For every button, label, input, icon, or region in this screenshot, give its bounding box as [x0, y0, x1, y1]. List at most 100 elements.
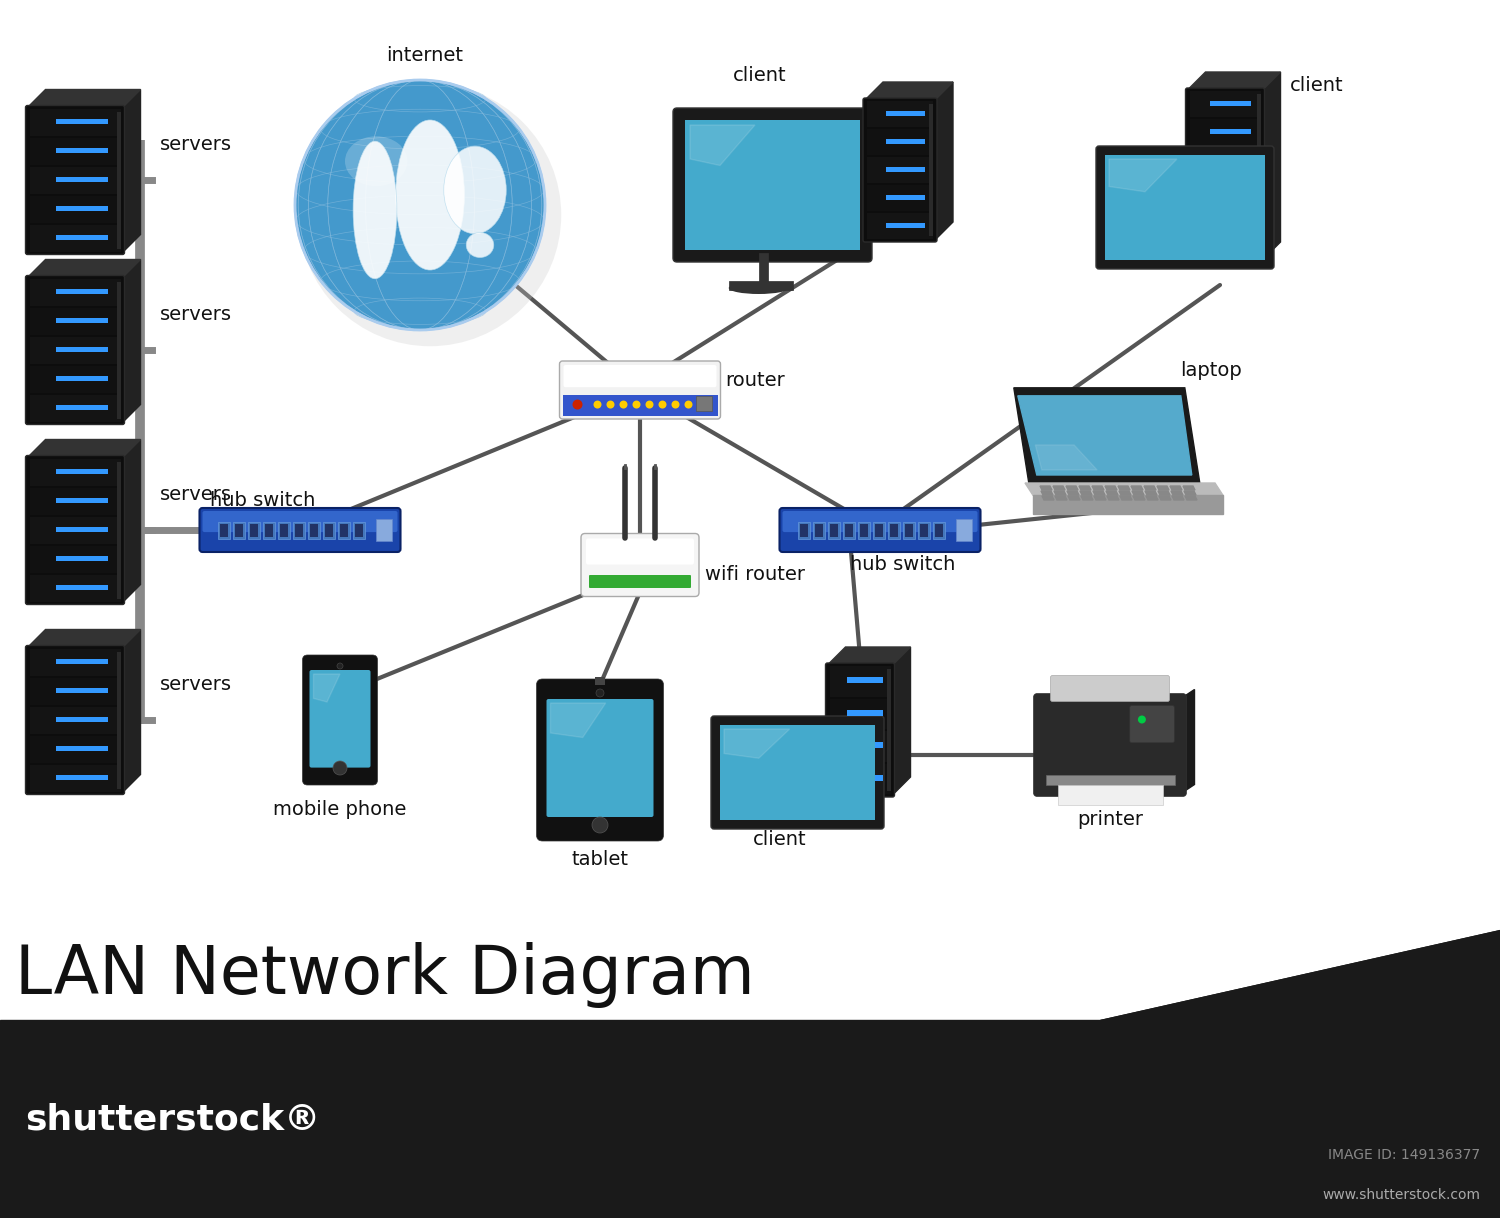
FancyBboxPatch shape: [56, 177, 108, 181]
Text: LAN Network Diagram: LAN Network Diagram: [15, 942, 754, 1009]
Polygon shape: [1092, 486, 1104, 490]
Polygon shape: [27, 440, 141, 458]
Polygon shape: [314, 674, 340, 702]
Ellipse shape: [345, 136, 408, 186]
FancyBboxPatch shape: [30, 279, 120, 306]
Circle shape: [594, 401, 602, 408]
FancyBboxPatch shape: [56, 375, 108, 381]
FancyBboxPatch shape: [830, 731, 891, 761]
Circle shape: [606, 401, 615, 408]
FancyBboxPatch shape: [26, 456, 124, 604]
FancyBboxPatch shape: [262, 521, 274, 538]
Polygon shape: [690, 125, 754, 166]
FancyBboxPatch shape: [1210, 157, 1251, 162]
FancyBboxPatch shape: [30, 336, 120, 363]
FancyBboxPatch shape: [354, 524, 363, 537]
FancyBboxPatch shape: [30, 677, 120, 704]
Ellipse shape: [352, 141, 398, 279]
FancyBboxPatch shape: [338, 521, 350, 538]
Polygon shape: [1040, 486, 1052, 490]
Text: servers: servers: [160, 135, 232, 155]
FancyBboxPatch shape: [30, 108, 120, 135]
FancyBboxPatch shape: [56, 147, 108, 152]
FancyBboxPatch shape: [56, 716, 108, 722]
Circle shape: [658, 401, 666, 408]
FancyBboxPatch shape: [30, 575, 120, 602]
FancyBboxPatch shape: [928, 104, 933, 236]
FancyBboxPatch shape: [720, 725, 874, 820]
FancyBboxPatch shape: [308, 521, 320, 538]
Polygon shape: [1132, 496, 1144, 501]
Polygon shape: [934, 82, 952, 240]
FancyBboxPatch shape: [30, 224, 120, 251]
Polygon shape: [1034, 496, 1222, 514]
FancyBboxPatch shape: [56, 289, 108, 294]
FancyBboxPatch shape: [890, 524, 897, 537]
FancyBboxPatch shape: [711, 716, 884, 829]
FancyBboxPatch shape: [815, 524, 822, 537]
FancyBboxPatch shape: [546, 699, 654, 817]
Text: client: client: [753, 829, 807, 849]
Text: www.shutterstock.com: www.shutterstock.com: [1322, 1188, 1480, 1202]
Polygon shape: [1107, 496, 1119, 501]
FancyBboxPatch shape: [904, 524, 912, 537]
Polygon shape: [1160, 496, 1172, 501]
FancyBboxPatch shape: [26, 106, 124, 255]
FancyBboxPatch shape: [56, 687, 108, 693]
FancyBboxPatch shape: [1190, 91, 1260, 117]
FancyBboxPatch shape: [596, 677, 604, 685]
FancyBboxPatch shape: [830, 524, 837, 537]
FancyBboxPatch shape: [117, 652, 120, 788]
FancyBboxPatch shape: [874, 524, 882, 537]
FancyBboxPatch shape: [309, 524, 318, 537]
FancyBboxPatch shape: [202, 512, 398, 532]
Polygon shape: [123, 630, 141, 793]
Polygon shape: [1156, 486, 1168, 490]
Text: internet: internet: [387, 46, 464, 65]
Polygon shape: [1082, 496, 1094, 501]
FancyBboxPatch shape: [1257, 94, 1260, 256]
Polygon shape: [1263, 72, 1281, 259]
FancyBboxPatch shape: [1210, 129, 1251, 134]
FancyBboxPatch shape: [1185, 88, 1264, 262]
Polygon shape: [1100, 931, 1500, 1019]
FancyBboxPatch shape: [375, 519, 392, 541]
FancyBboxPatch shape: [303, 655, 378, 784]
FancyBboxPatch shape: [867, 129, 933, 155]
FancyBboxPatch shape: [918, 521, 930, 538]
FancyBboxPatch shape: [859, 524, 867, 537]
Text: hub switch: hub switch: [210, 491, 315, 509]
FancyBboxPatch shape: [219, 524, 228, 537]
Ellipse shape: [396, 121, 465, 270]
Text: client: client: [1290, 76, 1344, 95]
Text: printer: printer: [1077, 810, 1143, 829]
FancyBboxPatch shape: [537, 678, 663, 840]
Polygon shape: [550, 703, 606, 738]
Circle shape: [296, 80, 544, 330]
FancyBboxPatch shape: [56, 585, 108, 590]
Circle shape: [684, 401, 693, 408]
FancyBboxPatch shape: [324, 524, 333, 537]
Polygon shape: [27, 630, 141, 648]
Polygon shape: [1188, 72, 1281, 90]
FancyBboxPatch shape: [886, 223, 924, 228]
FancyBboxPatch shape: [800, 524, 807, 537]
FancyBboxPatch shape: [933, 521, 945, 538]
Ellipse shape: [466, 233, 494, 257]
FancyBboxPatch shape: [56, 775, 108, 780]
Polygon shape: [1094, 496, 1106, 501]
FancyBboxPatch shape: [56, 555, 108, 560]
Text: laptop: laptop: [1180, 361, 1242, 380]
FancyBboxPatch shape: [56, 118, 108, 124]
FancyBboxPatch shape: [886, 139, 924, 144]
FancyBboxPatch shape: [1096, 146, 1274, 269]
FancyBboxPatch shape: [200, 508, 400, 552]
FancyBboxPatch shape: [828, 521, 840, 538]
FancyBboxPatch shape: [934, 524, 942, 537]
FancyBboxPatch shape: [56, 318, 108, 323]
Polygon shape: [0, 900, 1500, 1019]
FancyBboxPatch shape: [847, 742, 882, 748]
FancyBboxPatch shape: [1210, 186, 1251, 191]
Polygon shape: [1042, 496, 1054, 501]
Text: shutterstock®: shutterstock®: [26, 1104, 321, 1136]
